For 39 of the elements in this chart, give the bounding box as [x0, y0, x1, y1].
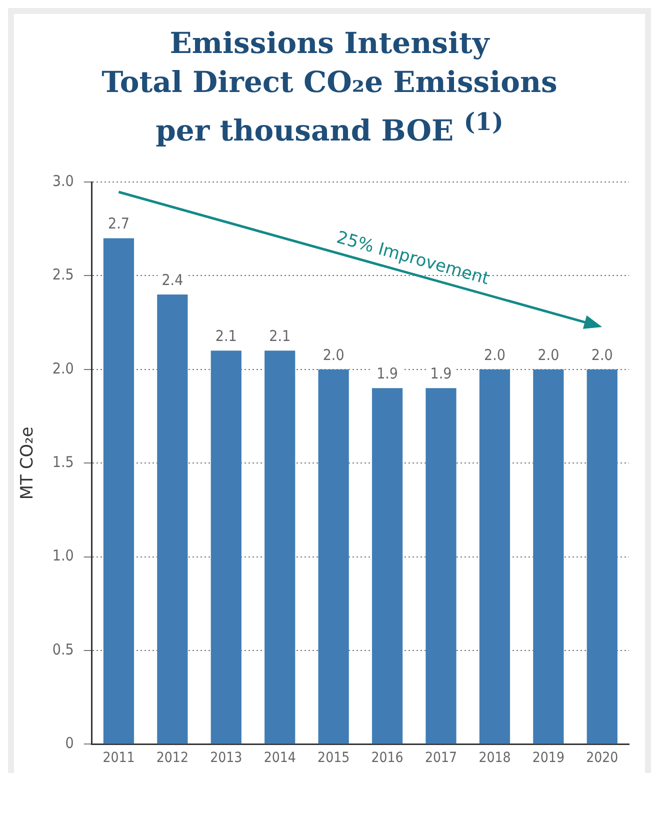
data-label: 2.1: [215, 326, 237, 345]
data-label: 2.7: [108, 214, 130, 232]
y-tick-label: 1.0: [52, 546, 74, 564]
chart-title: Emissions Intensity Total Direct CO₂e Emissions per thousand BOE $^{(1)}$: [100, 25, 558, 150]
x-tick-label: 2015: [318, 750, 350, 766]
data-label: 1.9: [430, 364, 452, 382]
bar: [426, 388, 456, 744]
x-tick-label: 2019: [532, 750, 564, 766]
x-tick-label: 2012: [156, 750, 188, 766]
data-label: 2.0: [591, 345, 613, 364]
x-tick-label: 2011: [102, 750, 135, 766]
bar: [318, 369, 349, 744]
bar: [210, 350, 242, 744]
bar: [479, 369, 510, 744]
x-tick-label: 2017: [424, 750, 458, 766]
bar: [372, 388, 403, 744]
data-label: 2.0: [538, 345, 560, 364]
bar: [533, 369, 564, 744]
y-tick-label: 0.5: [52, 640, 74, 658]
y-tick-label: 0: [65, 734, 74, 752]
bar: [586, 369, 618, 744]
x-tick-label: 2014: [264, 750, 296, 766]
x-tick-label: 2013: [210, 750, 242, 766]
data-label: 2.1: [269, 326, 291, 345]
data-label: 2.0: [484, 345, 506, 364]
data-label: 2.0: [322, 345, 344, 364]
y-tick-label: 3.0: [52, 172, 74, 190]
x-tick-label: 2016: [371, 750, 404, 766]
bar: [103, 238, 134, 744]
x-tick-label: 2020: [586, 750, 618, 766]
bar: [264, 350, 296, 744]
y-tick-label: 2.0: [52, 358, 74, 377]
y-axis-title: MT CO₂e: [18, 426, 38, 500]
y-tick-label: 2.5: [52, 265, 74, 284]
x-tick-label: 2018: [478, 750, 511, 766]
data-label: 2.4: [162, 270, 184, 288]
y-tick-label: 1.5: [52, 452, 74, 471]
bar: [157, 294, 188, 744]
data-label: 1.9: [376, 364, 398, 382]
